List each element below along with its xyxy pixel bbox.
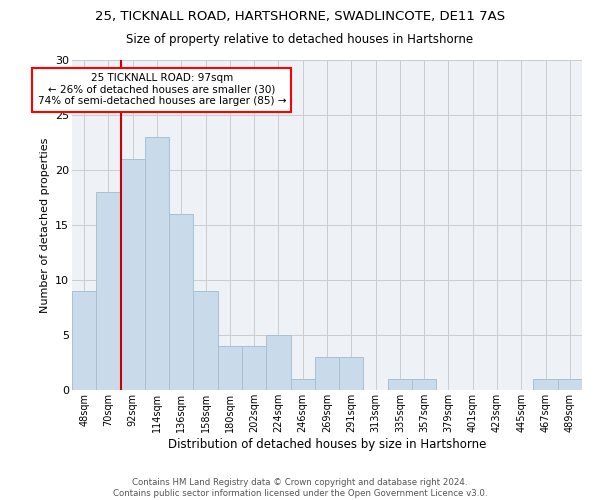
Bar: [558, 379, 582, 390]
Bar: [412, 379, 436, 390]
Text: Contains HM Land Registry data © Crown copyright and database right 2024.
Contai: Contains HM Land Registry data © Crown c…: [113, 478, 487, 498]
Bar: [121, 159, 145, 390]
Y-axis label: Number of detached properties: Number of detached properties: [40, 138, 50, 312]
Bar: [193, 291, 218, 390]
Bar: [266, 335, 290, 390]
Bar: [218, 346, 242, 390]
Bar: [339, 357, 364, 390]
Bar: [533, 379, 558, 390]
Text: Size of property relative to detached houses in Hartshorne: Size of property relative to detached ho…: [127, 32, 473, 46]
Bar: [290, 379, 315, 390]
Bar: [315, 357, 339, 390]
X-axis label: Distribution of detached houses by size in Hartshorne: Distribution of detached houses by size …: [168, 438, 486, 450]
Bar: [96, 192, 121, 390]
Text: 25 TICKNALL ROAD: 97sqm
← 26% of detached houses are smaller (30)
74% of semi-de: 25 TICKNALL ROAD: 97sqm ← 26% of detache…: [38, 73, 286, 106]
Text: 25, TICKNALL ROAD, HARTSHORNE, SWADLINCOTE, DE11 7AS: 25, TICKNALL ROAD, HARTSHORNE, SWADLINCO…: [95, 10, 505, 23]
Bar: [145, 137, 169, 390]
Bar: [169, 214, 193, 390]
Bar: [388, 379, 412, 390]
Bar: [72, 291, 96, 390]
Bar: [242, 346, 266, 390]
